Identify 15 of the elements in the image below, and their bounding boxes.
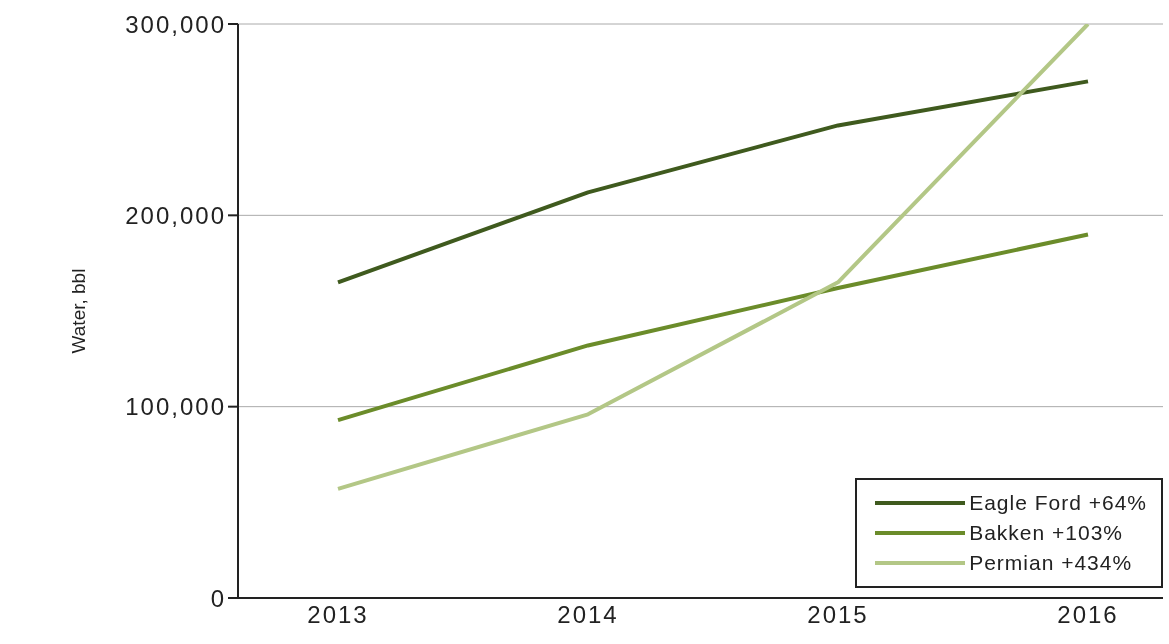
y-axis-title: Water, bbl (67, 268, 89, 354)
line-series (336, 79, 1090, 285)
y-tick-label: 300,000 (125, 10, 226, 38)
legend-label: Eagle Ford +64% (969, 491, 1147, 515)
legend-label: Permian +434% (969, 551, 1133, 575)
x-tick-label: 2014 (557, 601, 619, 629)
y-tick-label: 200,000 (125, 201, 226, 229)
line-series (336, 24, 1090, 491)
y-tick-label: 100,000 (125, 393, 226, 421)
legend-label: Bakken +103% (969, 521, 1123, 545)
x-tick-label: 2015 (807, 601, 869, 629)
y-tick-label: 0 (210, 584, 226, 612)
line-series (336, 232, 1090, 423)
x-tick-label: 2013 (307, 601, 369, 629)
x-tick-label: 2016 (1057, 601, 1119, 629)
